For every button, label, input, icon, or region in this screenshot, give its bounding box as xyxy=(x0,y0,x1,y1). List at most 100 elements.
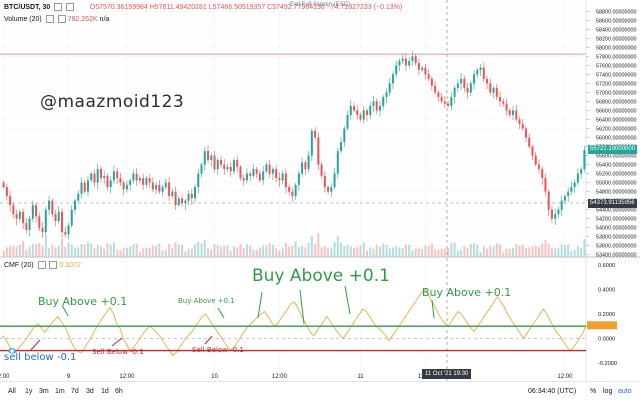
candle-body xyxy=(125,184,128,190)
time-tick-label: 12:00 xyxy=(272,374,288,380)
legend-close-icon[interactable] xyxy=(66,3,75,12)
utc-clock[interactable]: 06:34:40 (UTC) xyxy=(528,388,577,395)
volume-settings-icon[interactable] xyxy=(45,15,54,24)
price-tick-label: 55400.00000000 xyxy=(596,163,636,169)
candle-body xyxy=(349,105,352,115)
volume-bar xyxy=(362,242,365,257)
candle-body xyxy=(99,169,102,179)
volume-bar xyxy=(434,249,437,257)
volume-bar xyxy=(310,236,313,257)
timeframe-1y[interactable]: 1y xyxy=(25,388,33,395)
candle-body xyxy=(291,191,294,197)
buy-arrow-4 xyxy=(299,289,305,325)
buy-arrow-6 xyxy=(431,299,435,319)
volume-close-icon[interactable] xyxy=(57,15,66,24)
price-tick-label: 57600.00000000 xyxy=(596,63,636,69)
candle-body xyxy=(479,67,482,70)
cmf-close-icon[interactable] xyxy=(49,261,58,270)
volume-bar xyxy=(109,244,112,257)
volume-bar xyxy=(353,247,356,257)
price-tick-label: 53400.00000000 xyxy=(596,253,636,259)
candle-body xyxy=(304,162,307,170)
candle-body xyxy=(524,128,527,138)
cmf-label[interactable]: CMF (20) xyxy=(4,262,34,269)
candle-body xyxy=(223,164,226,170)
volume-bar xyxy=(382,243,385,257)
volume-bar xyxy=(54,247,57,257)
timeframe-1d[interactable]: 1d xyxy=(101,388,109,395)
volume-label[interactable]: Volume (20) xyxy=(4,16,42,23)
cmf-axis[interactable]: 0.6000 0.4000 0.2000 0.0000 -0.2000 xyxy=(587,263,617,367)
volume-value: 782.262K xyxy=(67,16,98,23)
candle-body xyxy=(427,74,430,79)
cmf-settings-icon[interactable] xyxy=(37,261,46,270)
volume-bar xyxy=(511,247,515,257)
candle-body xyxy=(22,211,25,224)
candle-body xyxy=(158,184,161,192)
volume-bar xyxy=(411,250,414,257)
candle-body xyxy=(268,164,271,174)
volume-bar xyxy=(320,247,323,257)
log-toggle[interactable]: log xyxy=(603,388,613,395)
candle-body xyxy=(271,169,274,174)
volume-bar xyxy=(573,249,576,257)
price-axis[interactable]: 58800.00000000 58600.00000000 58400.000000… xyxy=(586,9,636,259)
eye-icon[interactable] xyxy=(6,346,18,355)
time-tick-label: 9 xyxy=(67,374,71,380)
volume-bar xyxy=(336,236,339,257)
timeframe-all[interactable]: All xyxy=(8,388,16,395)
volume-bar xyxy=(404,244,407,257)
volume-bar xyxy=(226,245,229,257)
timeframe-6h[interactable]: 6h xyxy=(115,388,123,395)
candle-body xyxy=(119,178,122,183)
candle-body xyxy=(447,103,450,106)
volume-bar xyxy=(200,243,203,257)
candlesticks xyxy=(2,51,586,240)
volume-bar xyxy=(9,246,12,257)
volume-bar xyxy=(229,250,232,257)
candle-body xyxy=(265,164,268,172)
volume-bar xyxy=(528,247,531,257)
candle-body xyxy=(190,193,193,199)
price-tick-label: 57400.00000000 xyxy=(596,72,636,78)
percent-toggle[interactable]: % xyxy=(590,388,597,395)
timeframe-3m[interactable]: 3m xyxy=(39,388,49,395)
volume-bar xyxy=(482,246,485,257)
volume-bar xyxy=(563,245,566,257)
auto-toggle[interactable]: auto xyxy=(618,388,632,395)
volume-bar xyxy=(2,250,5,257)
candle-body xyxy=(333,173,336,188)
candle-body xyxy=(112,171,115,181)
volume-bar xyxy=(90,243,93,257)
volume-bar xyxy=(142,248,145,257)
candle-body xyxy=(534,155,537,165)
volume-bar xyxy=(460,249,463,257)
candle-body xyxy=(41,227,44,233)
timeframe-7d[interactable]: 7d xyxy=(71,388,79,395)
candle-body xyxy=(408,60,411,66)
candle-body xyxy=(411,56,414,61)
candle-body xyxy=(161,187,164,192)
volume-bar xyxy=(567,244,570,257)
exit-fullscreen-hint[interactable]: Exit Full Screen (ESC) xyxy=(290,2,351,8)
symbol-label[interactable]: BTC/USDT, 30 xyxy=(4,4,51,11)
time-tick-label: 12:00 xyxy=(557,374,573,380)
volume-bar xyxy=(28,246,31,257)
volume-bar xyxy=(216,245,219,257)
candle-body xyxy=(226,166,229,170)
open-value: O57570.36159984 xyxy=(89,4,148,11)
volume-bar xyxy=(242,247,245,257)
candle-body xyxy=(570,187,573,192)
legend-settings-icon[interactable] xyxy=(54,3,63,12)
candle-body xyxy=(164,182,167,188)
timeframe-3d[interactable]: 3d xyxy=(86,388,94,395)
volume-bar xyxy=(495,243,498,257)
volume-bar xyxy=(184,251,187,257)
candle-body xyxy=(38,216,41,228)
timeframe-1m[interactable]: 1m xyxy=(55,388,65,395)
volume-bar xyxy=(417,247,420,257)
annotation-buy-right: Buy Above +0.1 xyxy=(422,286,512,299)
volume-bar xyxy=(550,247,553,257)
